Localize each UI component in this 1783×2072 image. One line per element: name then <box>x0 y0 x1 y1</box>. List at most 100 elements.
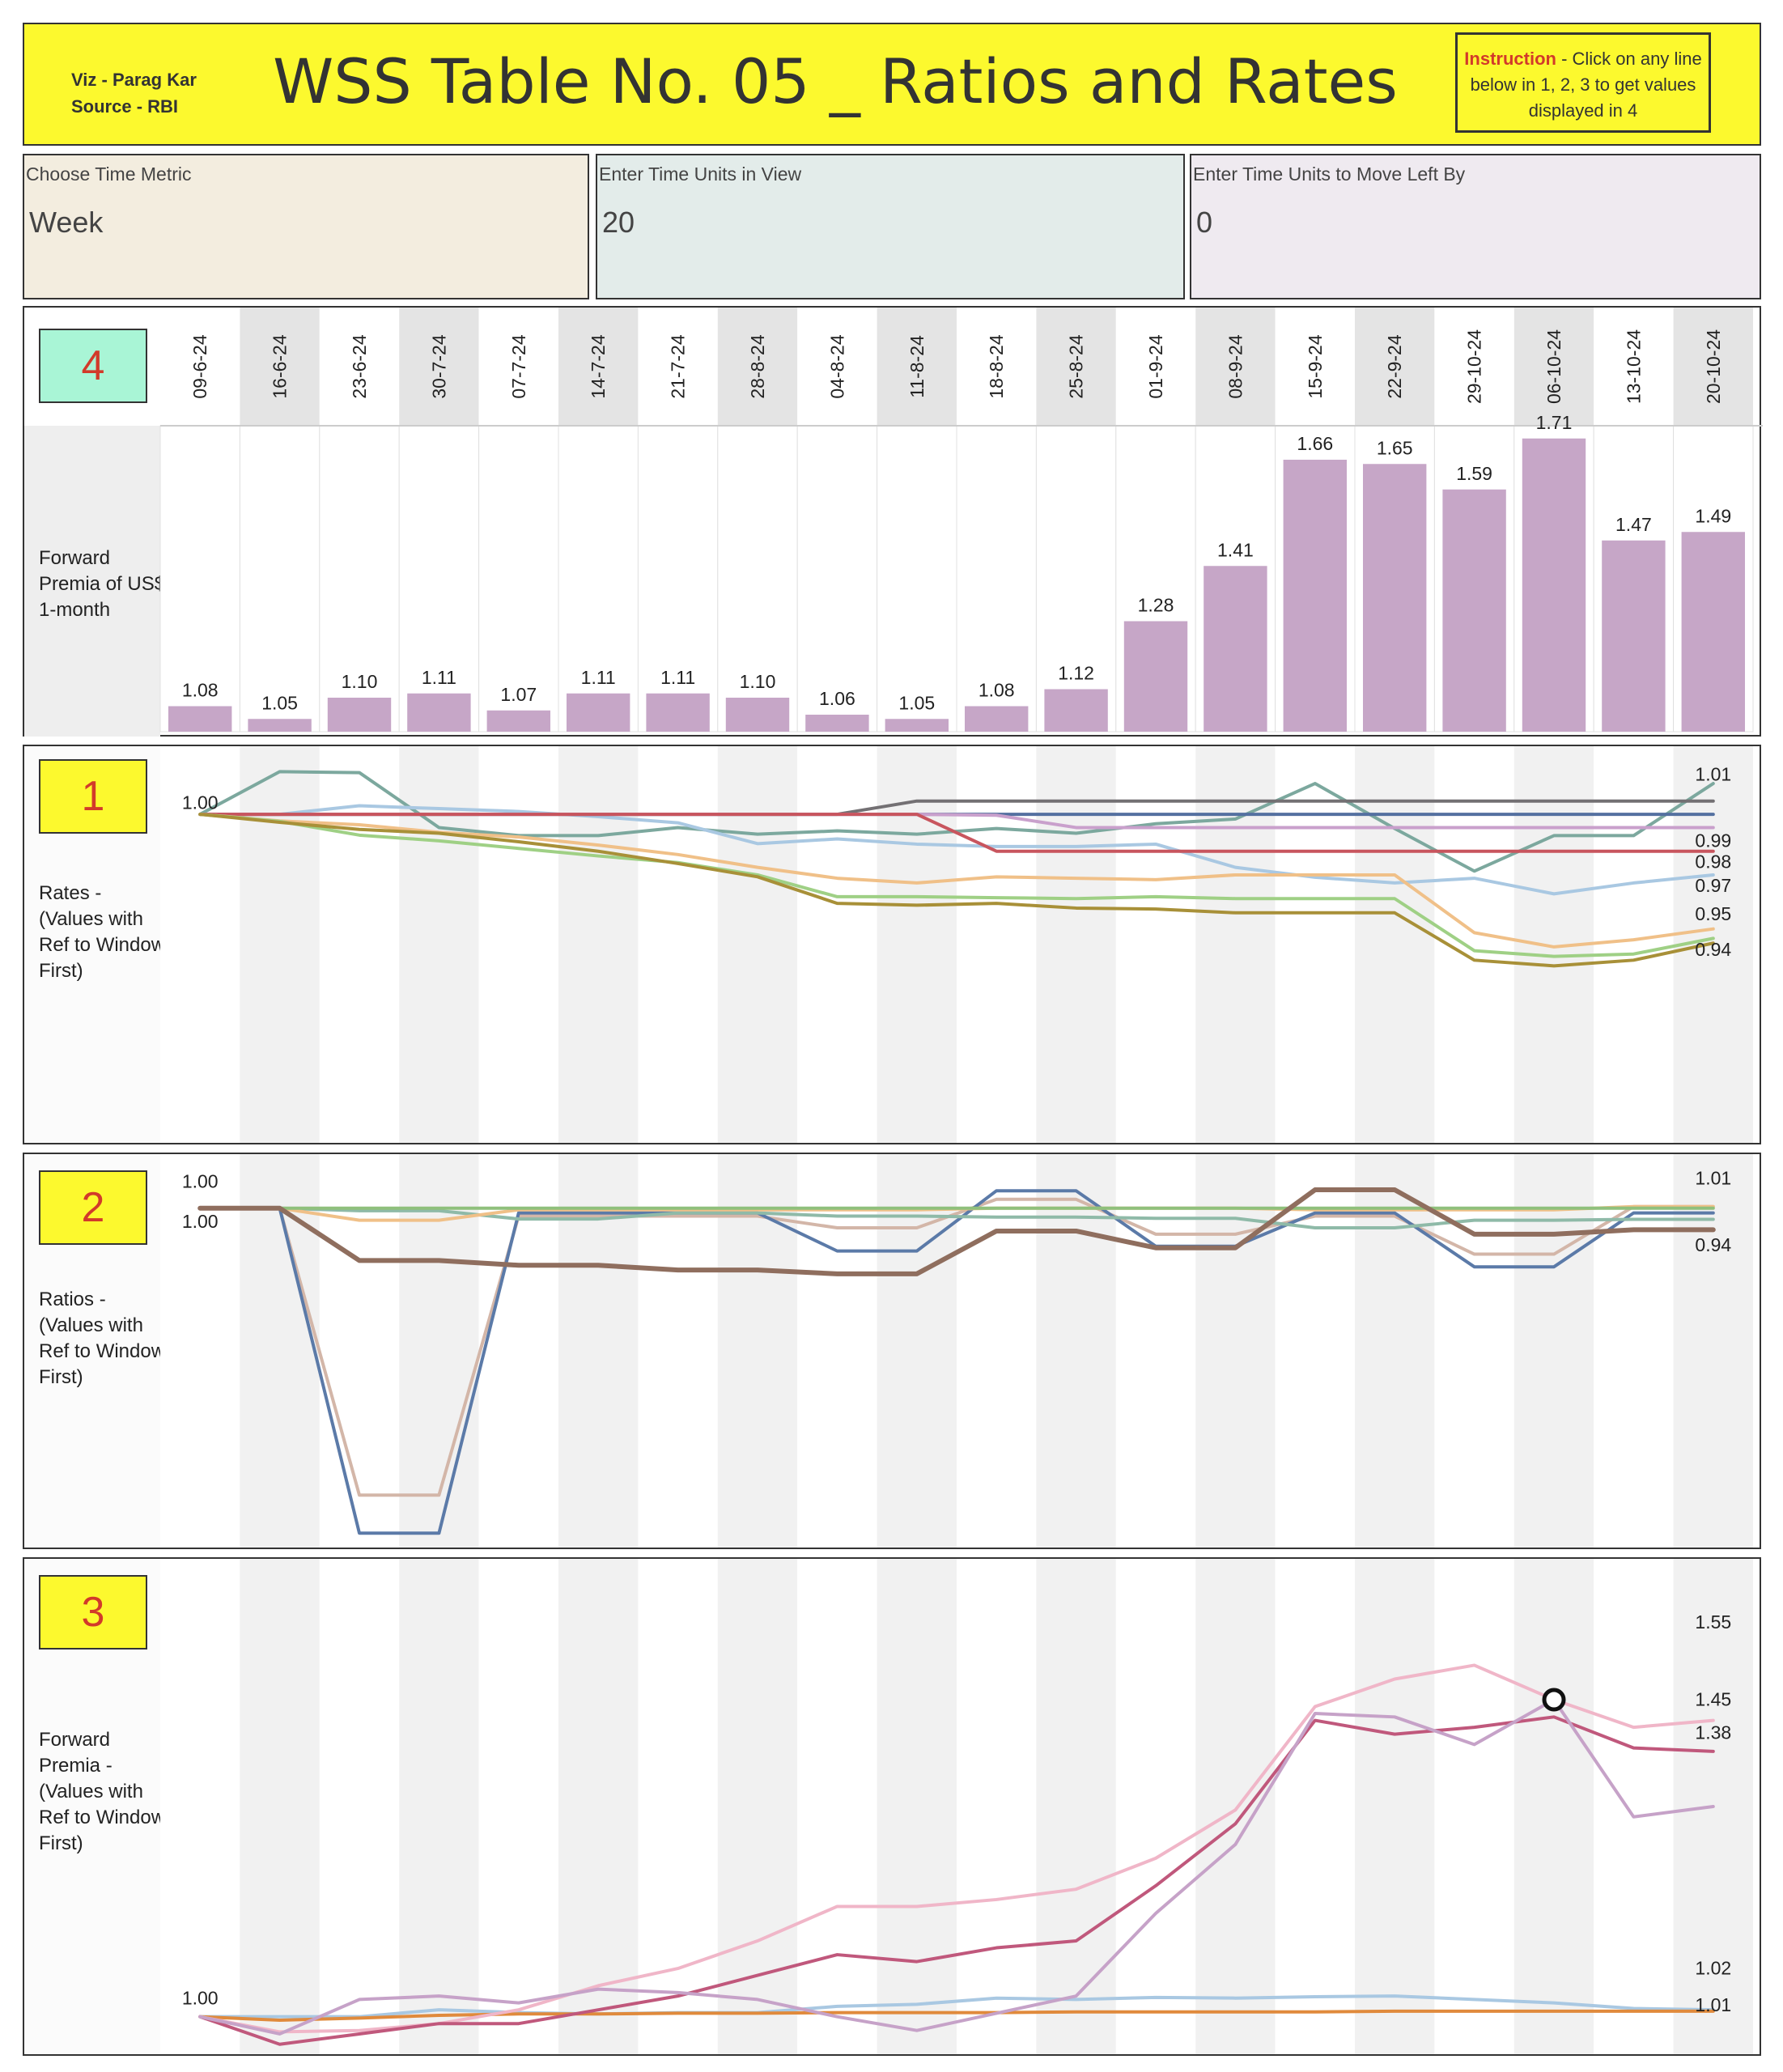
units-in-view-input[interactable]: 20 <box>602 206 635 239</box>
bar-value-label: 1.66 <box>1297 433 1333 454</box>
dashboard-title: WSS Table No. 05 _ Ratios and Rates <box>273 45 1398 117</box>
column-header-bg <box>1594 308 1674 426</box>
panel-3-forward-premia: Forward Premia - (Values with Ref to Win… <box>23 1557 1761 2056</box>
series-line <box>198 1663 1715 2034</box>
column-band <box>1355 746 1435 1143</box>
column-band <box>1434 1154 1514 1548</box>
column-band <box>797 1154 877 1548</box>
column-band <box>1115 746 1196 1143</box>
column-band <box>1355 1154 1435 1548</box>
column-header-bg <box>1355 308 1435 426</box>
right-value-label: 0.99 <box>1695 830 1731 851</box>
right-value-label: 0.94 <box>1695 939 1731 960</box>
column-header-bg <box>877 308 957 426</box>
column-band <box>957 746 1037 1143</box>
units-in-view-control[interactable]: Enter Time Units in View 20 <box>596 154 1185 299</box>
date-tick-label: 01-9-24 <box>1145 334 1166 398</box>
bar-value-label: 1.06 <box>819 688 855 709</box>
column-header-bg <box>240 308 320 426</box>
date-tick-label: 28-8-24 <box>747 334 768 398</box>
column-cell-bg <box>877 425 957 732</box>
column-band <box>478 746 558 1143</box>
panel-3-badge: 3 <box>39 1575 147 1650</box>
bar-value-label: 1.47 <box>1615 514 1652 535</box>
bar <box>168 706 232 732</box>
series-line <box>197 1187 1716 1276</box>
column-band <box>1513 1154 1594 1548</box>
column-band <box>1115 1154 1196 1548</box>
date-tick-label: 06-10-24 <box>1543 329 1564 404</box>
column-band <box>877 1559 957 2054</box>
instruction-text: - Click on any line below in 1, 2, 3 to … <box>1470 49 1702 121</box>
column-band <box>1594 746 1674 1143</box>
column-band <box>1275 1559 1355 2054</box>
series-line <box>198 1189 1715 1535</box>
column-cell-bg <box>239 425 321 732</box>
bar-value-label: 1.08 <box>182 680 219 701</box>
credits: Viz - Parag Kar Source - RBI <box>71 66 197 120</box>
left-value-label: 1.00 <box>182 1211 219 1232</box>
right-value-label: 0.98 <box>1695 851 1731 873</box>
bar-value-label: 1.10 <box>740 671 776 692</box>
time-metric-value[interactable]: Week <box>29 206 104 239</box>
bar <box>1681 532 1745 732</box>
column-band <box>957 1154 1037 1548</box>
bar <box>1442 489 1506 732</box>
column-band <box>558 1559 639 2054</box>
column-header-bg <box>957 308 1037 426</box>
column-band <box>797 746 877 1143</box>
forward-premia-line-chart[interactable]: 1.00 1.55 1.45 1.38 1.02 1.01 <box>24 1559 1763 2054</box>
dashboard-header: Viz - Parag Kar Source - RBI WSS Table N… <box>23 23 1761 146</box>
bar-value-label: 1.59 <box>1456 463 1492 484</box>
date-tick-label: 08-9-24 <box>1225 334 1246 398</box>
viz-credit: Viz - Parag Kar <box>71 70 197 90</box>
date-tick-label: 22-9-24 <box>1384 334 1405 398</box>
column-band <box>478 1559 558 2054</box>
instruction-highlight: Instruction <box>1464 49 1556 69</box>
column-cell-bg <box>478 425 559 732</box>
date-tick-label: 20-10-24 <box>1703 329 1724 404</box>
column-band <box>717 1559 798 2054</box>
column-band <box>1195 1559 1276 2054</box>
bar <box>1123 621 1188 732</box>
move-left-control[interactable]: Enter Time Units to Move Left By 0 <box>1190 154 1761 299</box>
bar <box>1522 438 1586 732</box>
column-header-bg <box>319 308 400 426</box>
right-value-label: 1.02 <box>1695 1958 1731 1979</box>
column-band <box>399 1559 479 2054</box>
bar <box>725 698 790 732</box>
column-header-bg <box>1434 308 1514 426</box>
column-cell-bg <box>1035 425 1117 732</box>
date-tick-label: 30-7-24 <box>428 334 449 398</box>
date-tick-label: 23-6-24 <box>349 334 370 398</box>
series-line <box>198 813 1715 958</box>
series-line <box>198 804 1715 896</box>
column-band <box>1275 1154 1355 1548</box>
date-tick-label: 21-7-24 <box>668 334 689 398</box>
column-band <box>240 1154 320 1548</box>
series-line <box>198 1197 1715 1497</box>
column-band <box>160 1154 240 1548</box>
column-header-bg <box>558 308 639 426</box>
date-tick-label: 07-7-24 <box>508 334 529 398</box>
column-header-bg <box>1036 308 1116 426</box>
bar <box>646 693 710 732</box>
bar-value-label: 1.11 <box>581 667 616 688</box>
bar <box>805 715 869 732</box>
column-cell-bg <box>956 425 1037 732</box>
time-metric-control[interactable]: Choose Time Metric Week <box>23 154 589 299</box>
right-value-label: 1.01 <box>1695 763 1731 784</box>
move-left-input[interactable]: 0 <box>1196 206 1213 239</box>
panel-2-ratios: Ratios - (Values with Ref to Window Firs… <box>23 1153 1761 1549</box>
time-metric-label: Choose Time Metric <box>26 163 192 185</box>
column-band <box>957 1559 1037 2054</box>
ratios-line-chart[interactable]: 1.00 1.00 1.01 0.94 <box>24 1154 1763 1548</box>
column-header-bg <box>1513 308 1594 426</box>
bar-value-label: 1.05 <box>261 692 298 713</box>
bar-value-label: 1.11 <box>660 667 695 688</box>
column-header-bg <box>797 308 877 426</box>
column-header-bg <box>1115 308 1196 426</box>
rates-line-chart[interactable]: 1.00 1.01 0.990.980.97 0.95 0.94 <box>24 746 1763 1143</box>
date-tick-label: 13-10-24 <box>1623 329 1644 404</box>
bar <box>1363 464 1427 732</box>
